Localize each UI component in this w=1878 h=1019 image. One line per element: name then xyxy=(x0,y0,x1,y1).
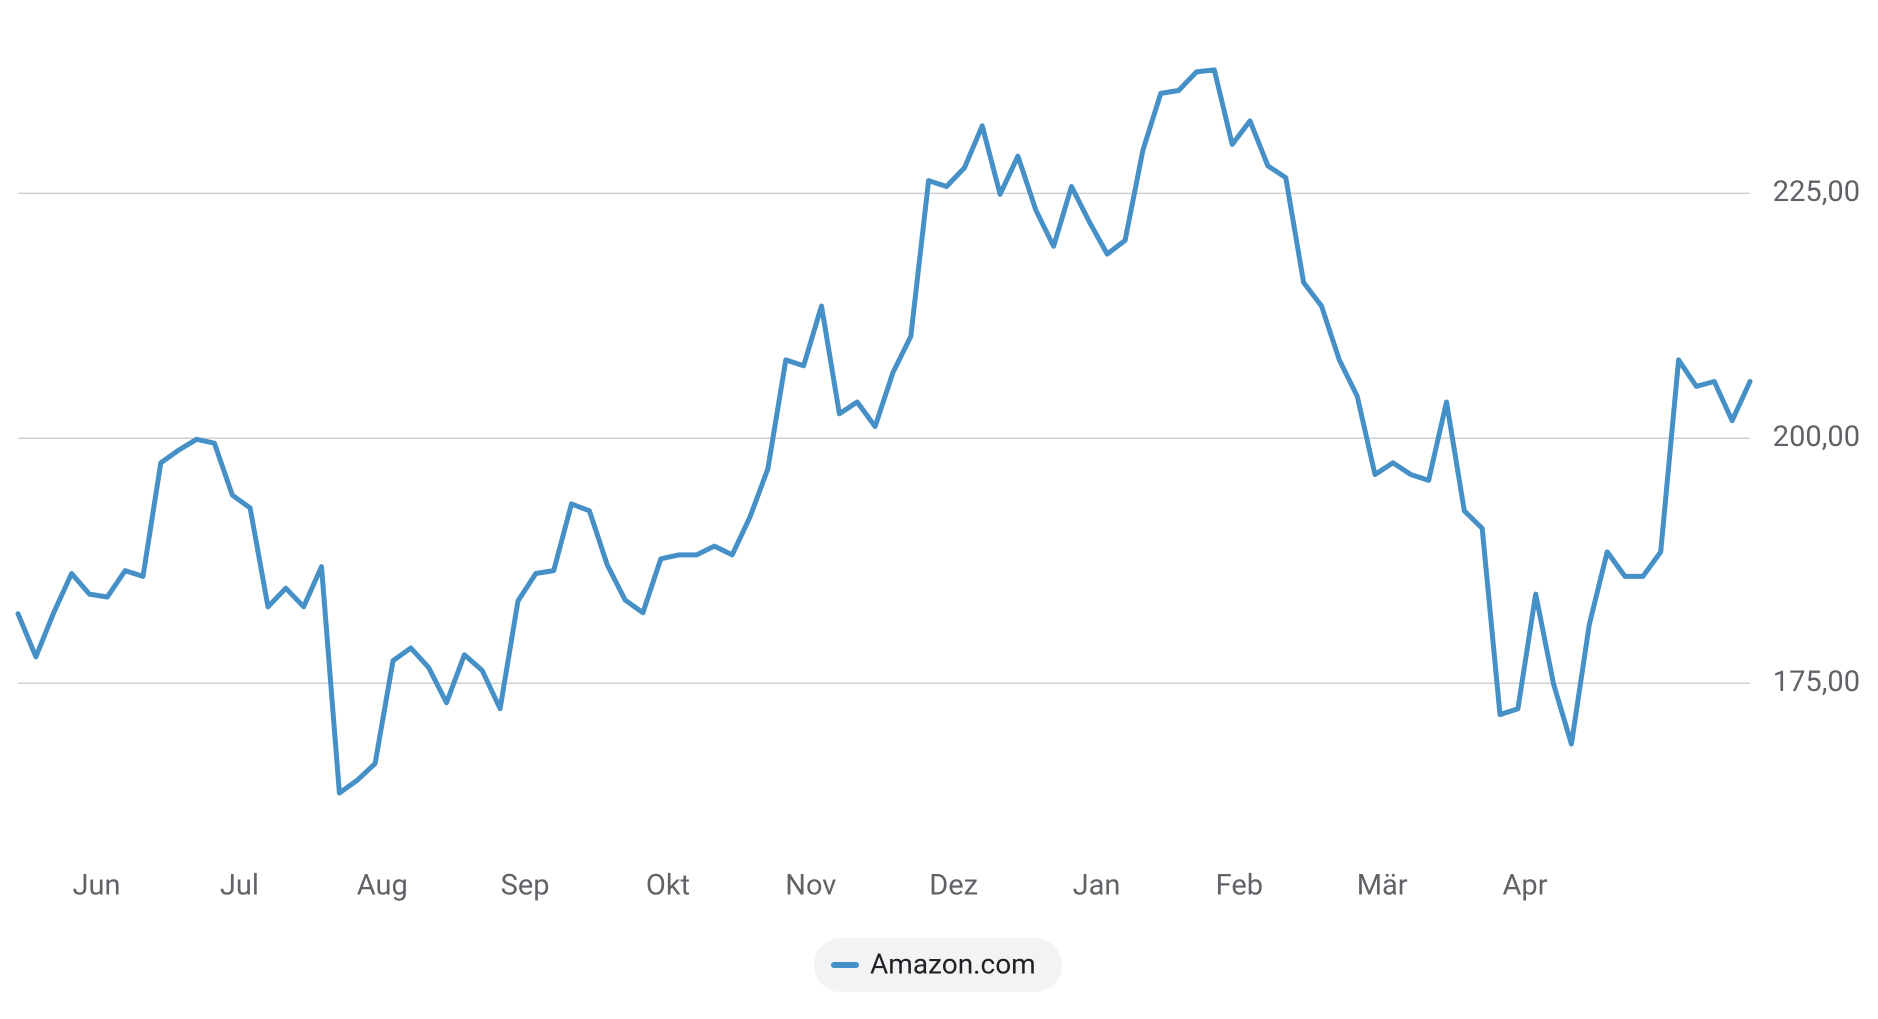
y-tick-label: 200,00 xyxy=(1773,420,1860,454)
x-tick-label: Aug xyxy=(357,869,408,903)
x-tick-label: Dez xyxy=(929,869,978,903)
x-tick-label: Sep xyxy=(501,869,550,903)
x-tick-label: Nov xyxy=(785,869,836,903)
legend-box xyxy=(814,938,1062,992)
x-tick-label: Jun xyxy=(73,869,121,903)
x-tick-label: Mär xyxy=(1357,869,1408,903)
y-tick-label: 175,00 xyxy=(1773,665,1860,699)
x-tick-label: Jul xyxy=(220,869,259,903)
x-tick-label: Okt xyxy=(646,869,690,903)
x-tick-label: Apr xyxy=(1503,869,1548,903)
x-tick-label: Jan xyxy=(1073,869,1121,903)
x-tick-label: Feb xyxy=(1216,869,1263,903)
line-series xyxy=(15,67,1753,796)
y-tick-label: 225,00 xyxy=(1773,175,1860,209)
legend-label: Amazon.com xyxy=(870,947,1036,980)
